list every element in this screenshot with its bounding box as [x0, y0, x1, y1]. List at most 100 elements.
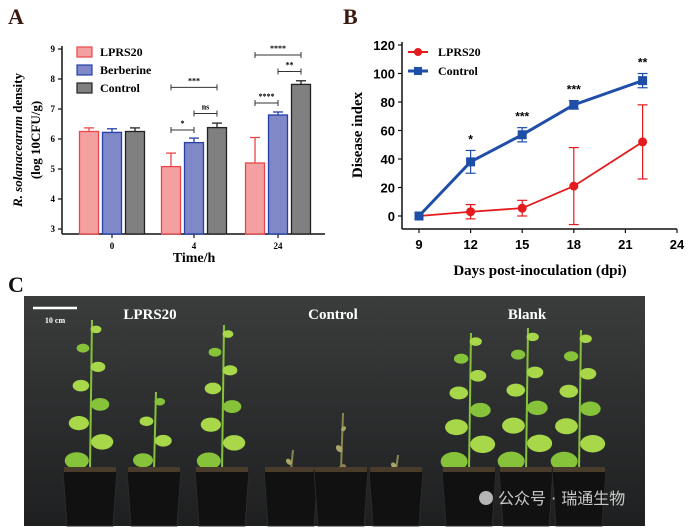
pot-soil	[64, 467, 116, 472]
x-axis-label: Days post-inoculation (dpi)	[453, 263, 626, 279]
significance-label: *	[181, 119, 185, 128]
plant-leaf	[470, 435, 496, 454]
y-tick-label: 60	[381, 124, 395, 139]
plant-leaf	[502, 417, 525, 434]
significance-label: ***	[515, 110, 529, 124]
legend-marker	[414, 67, 422, 75]
x-tick-label: 24	[670, 237, 685, 252]
plant-pot	[368, 469, 424, 527]
group-label: LPRS20	[123, 307, 176, 323]
plant-leaf	[68, 416, 89, 431]
y-tick-label: 3	[51, 224, 56, 234]
plant-leaf	[64, 452, 89, 470]
data-point	[517, 203, 527, 213]
group-label: Control	[308, 307, 358, 323]
plant-leaf	[222, 400, 242, 413]
plant-leaf	[139, 416, 154, 427]
plant-leaf	[580, 435, 606, 453]
x-tick-label: 24	[274, 241, 284, 251]
significance-label: ****	[270, 44, 286, 53]
plant-leaf	[527, 400, 548, 416]
y-axis-label: Disease index	[350, 91, 366, 178]
plant-leaf	[579, 367, 597, 380]
y-tick-label: 120	[373, 38, 395, 53]
y-tick-label: 7	[51, 104, 56, 114]
data-point	[517, 130, 527, 140]
legend-swatch	[76, 46, 93, 58]
y-tick-label: 6	[51, 134, 56, 144]
bar-control	[290, 83, 312, 235]
y-tick-label: 4	[51, 194, 56, 204]
plant-leaf	[580, 401, 601, 416]
y-tick-label: 40	[381, 152, 395, 167]
data-point	[466, 207, 476, 217]
plant-leaf	[223, 435, 246, 451]
pot-soil	[196, 467, 248, 472]
plant-leaf	[469, 370, 487, 382]
y-axis-label-italic: R. solanacearum	[10, 116, 25, 208]
pot-soil	[265, 467, 317, 472]
x-tick-label: 9	[415, 237, 422, 252]
plant-leaf	[72, 379, 90, 392]
plant-stem	[340, 412, 344, 471]
legend-label: LPRS20	[438, 45, 481, 59]
plant-stem	[525, 327, 529, 471]
data-point	[466, 157, 476, 167]
plant-leaf	[285, 458, 292, 465]
data-point	[569, 100, 579, 110]
wechat-icon	[479, 491, 493, 505]
x-tick-label: 15	[515, 237, 529, 252]
plant-leaf	[90, 361, 106, 372]
bar-lprs20	[160, 165, 182, 235]
plant-leaf	[510, 349, 526, 360]
y-axis-label-rest: density	[10, 73, 25, 116]
bar-control	[124, 130, 146, 235]
legend-label: Control	[438, 64, 478, 78]
significance-label: ***	[567, 83, 581, 97]
y-axis-label: R. solanacearum density	[10, 73, 25, 208]
pot-soil	[443, 467, 495, 472]
plant-pot	[194, 469, 250, 527]
bar-berberine	[101, 131, 123, 235]
scale-bar-label: 10 cm	[45, 316, 66, 325]
bar-berberine	[267, 114, 289, 235]
plant-leaf	[204, 382, 222, 395]
plant-leaf	[76, 343, 90, 353]
plant-leaf	[90, 397, 110, 411]
plant-leaf	[526, 332, 539, 342]
panel-label-c: C	[8, 272, 24, 297]
plant-pot	[126, 469, 182, 527]
plant-leaf	[526, 366, 544, 379]
bar-berberine	[183, 141, 205, 235]
x-tick-label: 21	[618, 237, 632, 252]
y-tick-label: 9	[51, 44, 56, 54]
plant-leaf	[154, 398, 166, 406]
x-tick-label: 18	[567, 237, 581, 252]
significance-label: ns	[202, 103, 210, 112]
plant-stem	[89, 319, 93, 471]
plant-leaf	[196, 452, 221, 470]
pot-soil	[315, 467, 367, 472]
plant-leaf	[469, 337, 482, 346]
legend-swatch	[76, 64, 93, 76]
plant-leaf	[449, 386, 469, 400]
y-tick-label: 20	[381, 181, 395, 196]
plant-leaf	[445, 419, 468, 436]
plant-leaf	[550, 451, 578, 471]
significance-label: **	[286, 61, 294, 70]
plant-photo: 10 cm LPRS20 Control Blank 公众号 · 瑞通生物	[24, 296, 645, 527]
plant-stem	[468, 332, 472, 471]
pot-soil	[500, 467, 552, 472]
significance-label: ***	[188, 76, 200, 85]
plant-leaf	[440, 451, 468, 471]
data-point	[414, 211, 424, 221]
legend-marker	[414, 48, 422, 56]
plant-leaf	[154, 434, 172, 447]
data-point	[569, 181, 579, 191]
plant-stem	[578, 329, 582, 471]
panel-label-a: A	[8, 4, 24, 29]
plant-leaf	[555, 418, 578, 435]
y-axis-label-units: (log 10CFU/g)	[28, 101, 43, 179]
plant-leaf	[133, 453, 153, 468]
plant-leaf	[579, 334, 592, 344]
